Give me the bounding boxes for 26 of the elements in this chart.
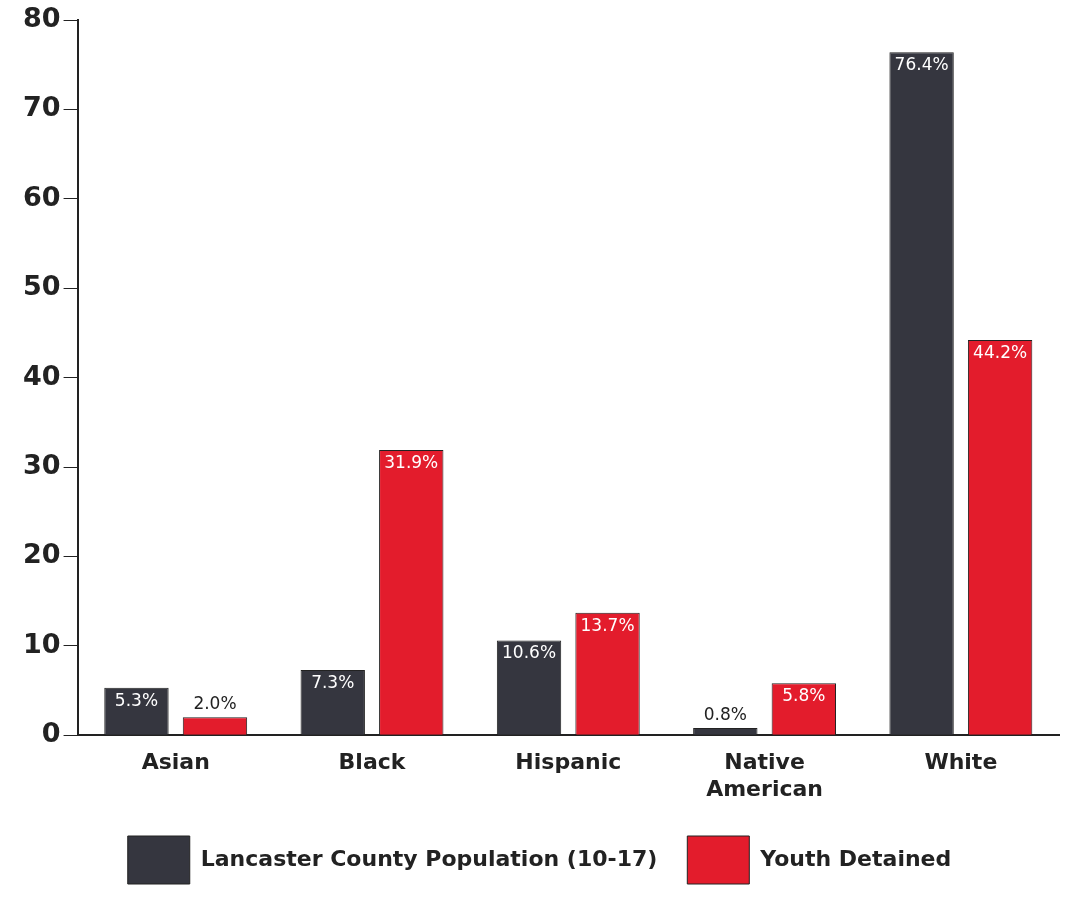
- legend-label: Youth Detained: [759, 845, 952, 871]
- x-tick-label: Hispanic: [515, 749, 622, 775]
- data-label: 76.4%: [894, 54, 949, 75]
- x-tick-label: Native American: [706, 749, 823, 801]
- y-tick-label: 50: [23, 270, 61, 302]
- y-tick-label: 10: [23, 627, 61, 659]
- data-label: 7.3%: [311, 671, 355, 692]
- x-tick-label: Black: [338, 749, 407, 775]
- y-tick-label: 40: [23, 359, 61, 391]
- y-tick-label: 20: [23, 538, 61, 570]
- data-label: 5.8%: [782, 685, 826, 706]
- data-label: 31.9%: [384, 451, 439, 472]
- data-label: 13.7%: [580, 614, 635, 635]
- y-tick-label: 0: [41, 717, 61, 749]
- data-label: 0.8%: [703, 703, 747, 724]
- data-label: 10.6%: [502, 642, 557, 663]
- y-tick-label: 60: [23, 180, 61, 212]
- x-tick-label: White: [924, 749, 998, 775]
- data-label: 44.2%: [973, 341, 1028, 362]
- y-tick-label: 30: [23, 449, 61, 481]
- data-label: 2.0%: [193, 693, 237, 714]
- data-label: 5.3%: [114, 689, 159, 710]
- y-tick-label: 70: [23, 91, 61, 123]
- x-tick-label: Asian: [141, 749, 210, 775]
- y-tick-label: 80: [23, 2, 61, 34]
- legend-label: Lancaster County Population (10-17): [200, 845, 658, 871]
